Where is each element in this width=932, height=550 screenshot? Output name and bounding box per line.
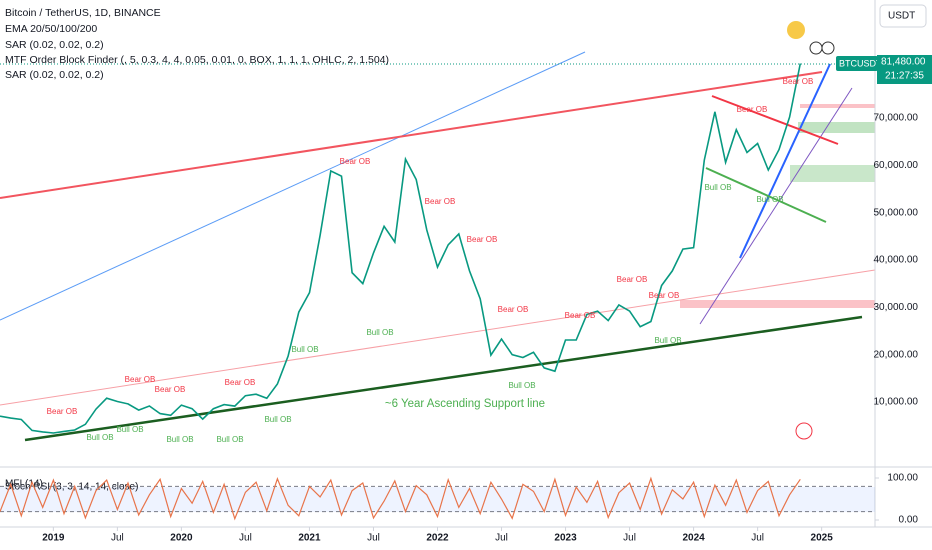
emoji — [787, 21, 805, 39]
y-tick-label: 70,000.00 — [874, 113, 919, 124]
last-price: 81,480.00 — [881, 57, 926, 68]
support-label: ~6 Year Ascending Support line — [385, 398, 545, 410]
x-tick-label: 2020 — [170, 533, 193, 544]
order-block-label: Bear OB — [155, 385, 186, 394]
indicator: SAR (0.02, 0.02, 0.2) — [5, 69, 104, 81]
series-line — [0, 476, 801, 521]
x-tick-label: Jul — [623, 533, 636, 544]
y-tick-label: 10,000.00 — [874, 397, 919, 408]
order-block-label: Bull OB — [264, 415, 291, 424]
chart-title: Bitcoin / TetherUS, 1D, BINANCE — [5, 7, 161, 19]
order-block-label: Bear OB — [783, 77, 814, 86]
order-block-label: Bull OB — [291, 345, 318, 354]
symbol-tag — [836, 56, 878, 71]
order-block-label: Bear OB — [617, 275, 648, 284]
x-tick-label: Jul — [751, 533, 764, 544]
price-tag — [877, 55, 932, 84]
event-icon[interactable] — [795, 422, 813, 440]
pane-title: MFI (14) — [5, 479, 43, 490]
y-tick-label: 40,000.00 — [874, 255, 919, 266]
y-tick-label: 0.00 — [899, 515, 919, 526]
zone — [800, 104, 875, 108]
order-block-label: Bull OB — [704, 183, 731, 192]
order-block-label: Bear OB — [498, 305, 529, 314]
order-block-label: Bear OB — [565, 311, 596, 320]
order-block-label: Bull OB — [116, 425, 143, 434]
x-tick-label: 2024 — [682, 533, 705, 544]
y-tick-label: 100.00 — [887, 473, 918, 484]
series-line — [0, 63, 802, 434]
trend-line — [739, 63, 831, 259]
order-block-label: Bull OB — [756, 195, 783, 204]
order-block-label: Bull OB — [86, 433, 113, 442]
order-block-label: Bull OB — [366, 328, 393, 337]
x-tick-label: 2023 — [554, 533, 577, 544]
pane-subtitle: Stoch RSI (3, 3, 14, 14, close) — [5, 482, 138, 493]
y-tick-label: 20,000.00 — [874, 349, 919, 360]
x-tick-label: Jul — [367, 533, 380, 544]
currency[interactable]: USDT — [888, 11, 915, 22]
order-block-label: Bull OB — [508, 381, 535, 390]
currency-button[interactable] — [879, 4, 927, 28]
x-tick-label: 2019 — [42, 533, 65, 544]
indicator: SAR (0.02, 0.02, 0.2) — [5, 39, 104, 51]
x-tick-label: Jul — [111, 533, 124, 544]
order-block-label: Bull OB — [654, 336, 681, 345]
y-tick-label: 60,000.00 — [874, 160, 919, 171]
trend-line — [699, 87, 853, 325]
order-block-label: Bear OB — [425, 197, 456, 206]
stoch-band — [0, 487, 875, 512]
order-block-label: Bear OB — [467, 235, 498, 244]
trend-line — [0, 269, 876, 406]
y-tick-label: 50,000.00 — [874, 207, 919, 218]
order-block-label: Bear OB — [225, 378, 256, 387]
indicator: MTF Order Block Finder (, 5, 0.3, 4, 4, … — [5, 54, 389, 66]
x-tick-label: Jul — [239, 533, 252, 544]
order-block-label: Bear OB — [737, 105, 768, 114]
indicator: EMA 20/50/100/200 — [5, 23, 97, 35]
order-block-label: Bear OB — [125, 375, 156, 384]
trend-line — [705, 167, 827, 223]
countdown: 21:27:35 — [885, 71, 924, 82]
zone — [798, 122, 875, 133]
x-tick-label: Jul — [495, 533, 508, 544]
emoji — [821, 41, 835, 55]
trend-line — [711, 95, 839, 145]
order-block-label: Bull OB — [216, 435, 243, 444]
order-block-label: Bear OB — [340, 157, 371, 166]
zone — [790, 165, 875, 182]
symbol: BTCUSDT — [839, 58, 882, 68]
x-tick-label: 2022 — [426, 533, 449, 544]
support-line — [24, 315, 863, 442]
y-tick-label: 30,000.00 — [874, 302, 919, 313]
emoji — [809, 41, 823, 55]
trend-line — [0, 71, 823, 199]
zone — [680, 300, 875, 308]
x-tick-label: 2021 — [298, 533, 321, 544]
order-block-label: Bear OB — [47, 407, 78, 416]
trend-line — [0, 51, 586, 321]
x-tick-label: 2025 — [811, 533, 834, 544]
order-block-label: Bear OB — [649, 291, 680, 300]
order-block-label: Bull OB — [166, 435, 193, 444]
